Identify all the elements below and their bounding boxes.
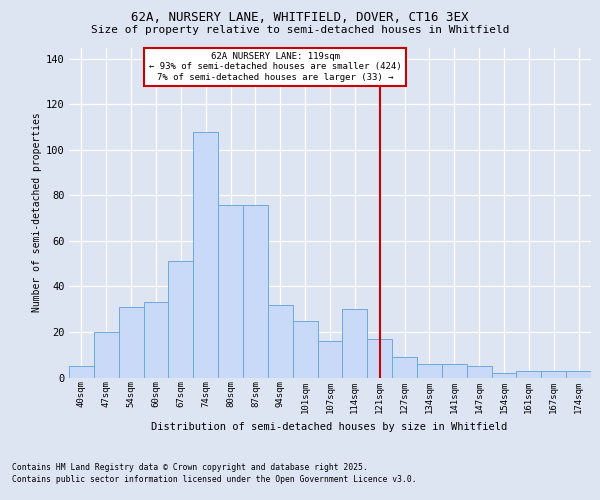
Bar: [467, 366, 491, 378]
Text: Contains public sector information licensed under the Open Government Licence v3: Contains public sector information licen…: [12, 475, 416, 484]
Text: Size of property relative to semi-detached houses in Whitfield: Size of property relative to semi-detach…: [91, 25, 509, 35]
Text: Contains HM Land Registry data © Crown copyright and database right 2025.: Contains HM Land Registry data © Crown c…: [12, 462, 368, 471]
Bar: [317, 341, 343, 378]
Bar: [417, 364, 442, 378]
Bar: [169, 262, 193, 378]
Text: 62A, NURSERY LANE, WHITFIELD, DOVER, CT16 3EX: 62A, NURSERY LANE, WHITFIELD, DOVER, CT1…: [131, 11, 469, 24]
Bar: [218, 204, 243, 378]
Bar: [94, 332, 119, 378]
Bar: [367, 339, 392, 378]
Bar: [343, 309, 367, 378]
Bar: [119, 307, 143, 378]
Text: Distribution of semi-detached houses by size in Whitfield: Distribution of semi-detached houses by …: [151, 422, 507, 432]
Bar: [69, 366, 94, 378]
Y-axis label: Number of semi-detached properties: Number of semi-detached properties: [32, 112, 42, 312]
Bar: [541, 370, 566, 378]
Bar: [243, 204, 268, 378]
Bar: [293, 320, 317, 378]
Text: 62A NURSERY LANE: 119sqm
← 93% of semi-detached houses are smaller (424)
7% of s: 62A NURSERY LANE: 119sqm ← 93% of semi-d…: [149, 52, 401, 82]
Bar: [268, 304, 293, 378]
Bar: [566, 370, 591, 378]
Bar: [193, 132, 218, 378]
Bar: [392, 357, 417, 378]
Bar: [143, 302, 169, 378]
Bar: [442, 364, 467, 378]
Bar: [517, 370, 541, 378]
Bar: [491, 373, 517, 378]
